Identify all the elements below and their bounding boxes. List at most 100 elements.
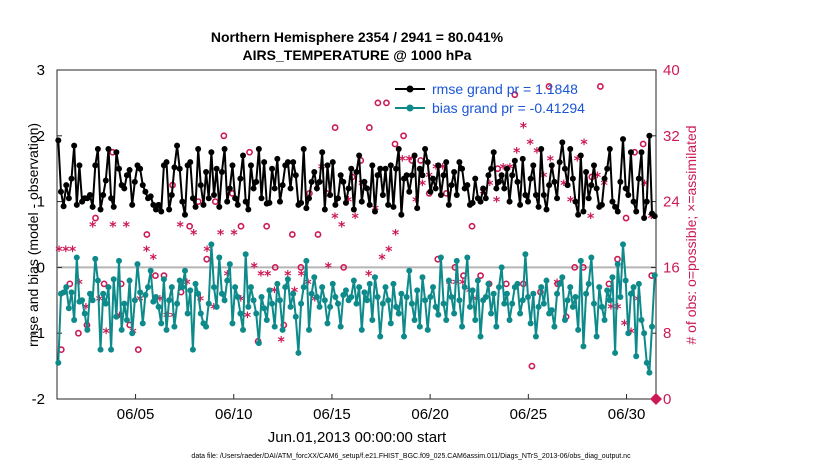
rmse-point [369,162,376,169]
obs-assimilated-point: * [298,269,306,285]
rmse-point [493,185,500,192]
bias-point [158,320,165,327]
obs-possible-point [186,222,194,230]
rmse-point [306,195,313,202]
bias-point [79,297,86,304]
rmse-point [131,178,138,185]
legend-bias-marker [406,104,414,112]
obs-possible-point [220,132,228,140]
obs-assimilated-point: * [318,162,326,178]
rmse-point [361,178,368,185]
bias-point [342,287,349,294]
obs-possible-point [100,280,108,288]
obs-assimilated-point: * [264,269,272,285]
bias-point [646,369,653,376]
obs-assimilated-point: * [574,153,582,169]
bias-point [548,307,555,314]
bias-point [189,346,196,353]
bias-point [216,254,223,261]
rmse-point [94,145,101,152]
rmse-point [430,175,437,182]
obs-assimilated-point: * [311,293,319,309]
obs-assimilated-point: * [183,277,191,293]
bias-series-points [55,241,658,376]
legend-rmse-marker [406,85,414,93]
bias-point [94,277,101,284]
obs-possible-point [297,263,305,271]
bias-point [590,300,597,307]
rmse-point [498,172,505,179]
obs-possible-point [211,198,219,205]
rmse-point [92,162,99,169]
bias-point [538,284,545,291]
rmse-point [205,195,212,202]
rmse-point [303,205,310,212]
rmse-point [108,195,115,202]
bias-point [337,323,344,330]
rmse-point [197,182,204,189]
bias-point [485,280,492,287]
obs-assimilated-point: * [271,285,279,301]
data-file-footnote: data file: /Users/raeder/DAI/ATM_forcXX/… [191,453,631,460]
rmse-point [519,155,526,162]
bias-point [543,277,550,284]
obs-possible-point [143,231,151,238]
rmse-point [641,215,648,222]
rmse-point [554,195,561,202]
rmse-point [385,201,392,208]
rmse-point [335,195,342,202]
bias-point [519,297,526,304]
bias-point [108,346,115,353]
rmse-point [617,178,624,185]
bias-point [166,297,173,304]
bias-point [635,280,642,287]
bias-point [580,343,587,350]
obs-assimilated-point: * [486,178,494,194]
rmse-point [511,157,518,164]
rmse-point [187,159,194,166]
bias-point [651,272,658,279]
rmse-point [232,195,239,202]
bias-point [350,277,357,284]
rmse-point [353,168,360,175]
bias-point [414,287,421,294]
bias-point [327,303,334,310]
rmse-point [332,201,339,208]
bias-point [274,280,281,287]
rmse-point [208,149,215,156]
obs-assimilated-point: * [251,260,259,276]
bias-point [102,300,109,307]
obs-possible-point [468,222,476,230]
rmse-point [598,201,605,208]
rmse-point [488,165,495,172]
obs-possible-point [331,124,339,131]
rmse-point [532,192,539,199]
obs-assimilated-point: * [203,244,211,260]
bias-point [379,300,386,307]
rmse-point [253,178,260,185]
bias-point [300,284,307,291]
bias-point [197,310,204,317]
bias-point [152,294,159,301]
bias-point [406,267,413,274]
bias-point [232,284,239,291]
rmse-point [292,172,299,179]
rmse-point [556,159,563,166]
bias-point [97,346,104,353]
rmse-point [89,203,96,210]
bias-point [453,257,460,264]
bias-point [588,254,595,261]
bias-point [593,333,600,340]
bias-point [258,294,265,301]
rmse-point [116,165,123,172]
x-axis: 06/05 06/10 06/15 06/20 06/25 06/30 [117,394,645,423]
bias-point [559,274,566,281]
rmse-point [200,201,207,208]
rmse-point [559,139,566,146]
bias-point [145,284,152,291]
bias-point [63,284,70,291]
rmse-point [456,159,463,166]
obs-assimilated-point: * [580,137,588,153]
rmse-point [176,165,183,172]
bias-point [308,290,315,297]
